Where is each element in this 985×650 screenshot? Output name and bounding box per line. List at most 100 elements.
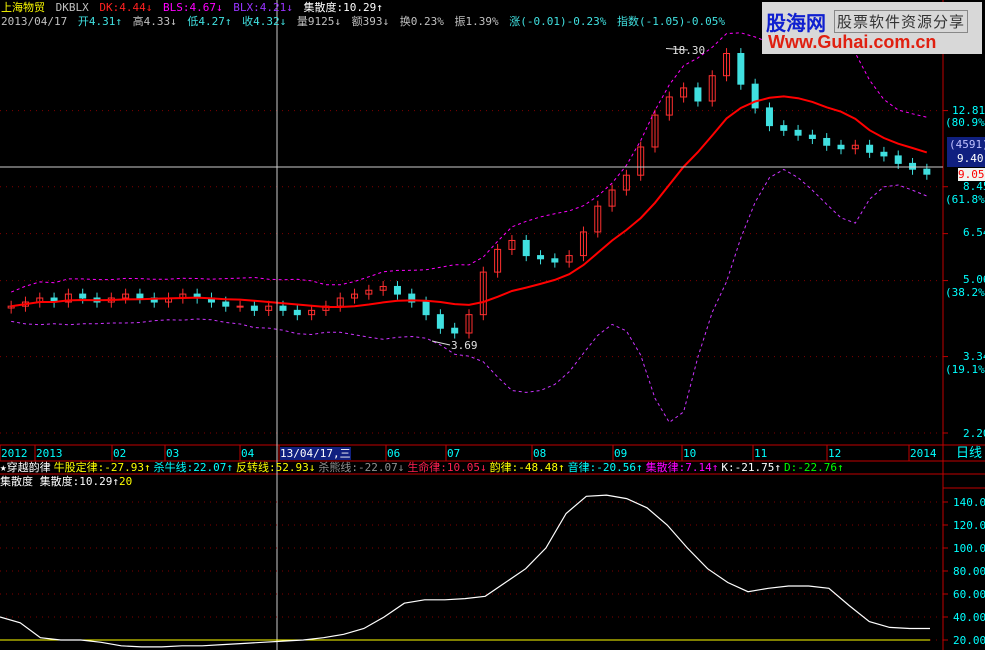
cursor-volume: (4591) <box>949 138 985 151</box>
candle-body <box>351 293 359 299</box>
candle-body <box>7 305 15 309</box>
date-label: 02 <box>113 447 127 460</box>
candle-body <box>608 189 616 207</box>
indicator-value: D:-22.76↑ <box>784 461 844 474</box>
candle-body <box>622 174 630 191</box>
date: 2013/04/17 <box>1 15 68 28</box>
high-pointer <box>665 48 689 51</box>
candle-body <box>565 255 573 263</box>
candle-body <box>823 137 831 146</box>
lower-tick: 100.00 <box>953 542 985 555</box>
indicator-name: DKBLX <box>55 1 89 14</box>
high: 高4.33↓ <box>132 15 177 28</box>
indicator-value: 生命律:10.05↓ <box>407 461 487 474</box>
candle-body <box>379 285 387 291</box>
indicator-value: 韵律:-48.48↑ <box>489 461 565 474</box>
close: 收4.32↓ <box>242 15 287 28</box>
guhai-logo: 股海网 股票软件资源分享 Www.Guhai.com.cn <box>762 2 982 54</box>
candle-body <box>751 83 759 109</box>
price-tick: 6.54 <box>963 226 985 239</box>
candle-body <box>508 239 516 250</box>
candle-body <box>765 107 773 127</box>
lower-band <box>11 168 927 424</box>
lower-panel-title: 集散度 <box>0 475 33 488</box>
price-tick: 8.45 <box>963 180 985 193</box>
candle-body <box>79 293 87 299</box>
turnover: 换0.23% <box>399 15 444 28</box>
candle-body <box>279 305 287 311</box>
price-tick: 2.20 <box>963 427 985 440</box>
candle-body <box>265 305 273 311</box>
dk-value: DK:4.44↓ <box>99 1 153 14</box>
logo-name: 股海网 <box>766 11 826 35</box>
blx-value: BLX:4.21↓ <box>233 1 293 14</box>
date-label: 2013 <box>36 447 63 460</box>
candle-body <box>522 239 530 257</box>
candle-body <box>737 53 745 85</box>
high-annotation: 18.30 <box>672 44 706 57</box>
date-label: 03 <box>166 447 180 460</box>
volume: 量9125↓ <box>296 15 341 28</box>
candle-body <box>894 155 902 164</box>
date-label: 07 <box>447 447 461 460</box>
low: 低4.27↑ <box>187 15 232 28</box>
price-tick: 5.06 <box>963 273 985 286</box>
date-label: 06 <box>387 447 401 460</box>
indicator-title: ★穿越韵律 <box>0 461 51 474</box>
jsd-line <box>0 494 930 648</box>
reference-level: 20 <box>118 475 133 488</box>
open: 开4.31↑ <box>77 15 122 28</box>
candle-body <box>880 151 888 157</box>
date-label: 13/04/17,三 <box>280 447 351 460</box>
candle-body <box>308 309 316 316</box>
indicator-value: 杀熊线:-22.07↓ <box>318 461 405 474</box>
indicator-value: 音律:-20.56↑ <box>567 461 643 474</box>
candle-body <box>694 87 702 102</box>
candle-body <box>494 248 502 273</box>
lower-panel-header: 集散度 集散度:10.29↑20 <box>0 475 132 488</box>
candle-body <box>64 293 72 303</box>
date-label: 2012 <box>1 447 28 460</box>
low-annotation: 3.69 <box>451 339 478 352</box>
date-label: 11 <box>754 447 768 460</box>
candle-body <box>923 168 931 175</box>
period-button[interactable]: 日线 <box>956 446 983 461</box>
lower-tick: 120.00 <box>953 519 985 532</box>
indicator-value: 反转线:52.93↓ <box>235 461 316 474</box>
fib-tick: (61.8%) <box>945 193 985 206</box>
stock-name: 上海物贸 <box>1 1 45 14</box>
candle-body <box>236 305 244 308</box>
lower-tick: 40.00 <box>953 611 985 624</box>
candle-body <box>393 285 401 295</box>
lower-tick: 60.00 <box>953 588 985 601</box>
candle-body <box>808 134 816 139</box>
candle-body <box>451 327 459 334</box>
candle-body <box>708 75 716 102</box>
lower-tick: 20.00 <box>953 634 985 647</box>
cursor-price: 9.40 <box>957 152 984 165</box>
indicator-value: 集散律:7.14↑ <box>645 461 719 474</box>
date-label: 10 <box>683 447 697 460</box>
candle-body <box>436 314 444 329</box>
header-row-1: 上海物贸 DKBLX DK:4.44↓ BLS:4.67↓ BLX:4.21↓ … <box>1 1 387 14</box>
candle-body <box>594 205 602 233</box>
candle-body <box>422 301 430 316</box>
candle-body <box>365 289 373 295</box>
jsd-value-lower: 集散度:10.29↑ <box>39 475 119 488</box>
date-label: 09 <box>614 447 628 460</box>
indicator-value: 杀牛线:22.07↑ <box>153 461 233 474</box>
candle-body <box>465 314 473 334</box>
candle-body <box>408 293 416 303</box>
candle-body <box>723 53 731 77</box>
candle-body <box>909 162 917 170</box>
amount: 额393↓ <box>351 15 390 28</box>
index-change: 指数(-1.05)-0.05% <box>616 15 726 28</box>
fib-tick: (80.9%) <box>945 116 985 129</box>
candle-body <box>851 144 859 150</box>
bls-value: BLS:4.67↓ <box>162 1 223 14</box>
ma-line <box>11 95 928 308</box>
candle-body <box>637 146 645 176</box>
indicator-row: ★穿越韵律 牛股定律:-27.93↑ 杀牛线:22.07↑ 反转线:52.93↓ 杀熊线… <box>0 461 844 474</box>
